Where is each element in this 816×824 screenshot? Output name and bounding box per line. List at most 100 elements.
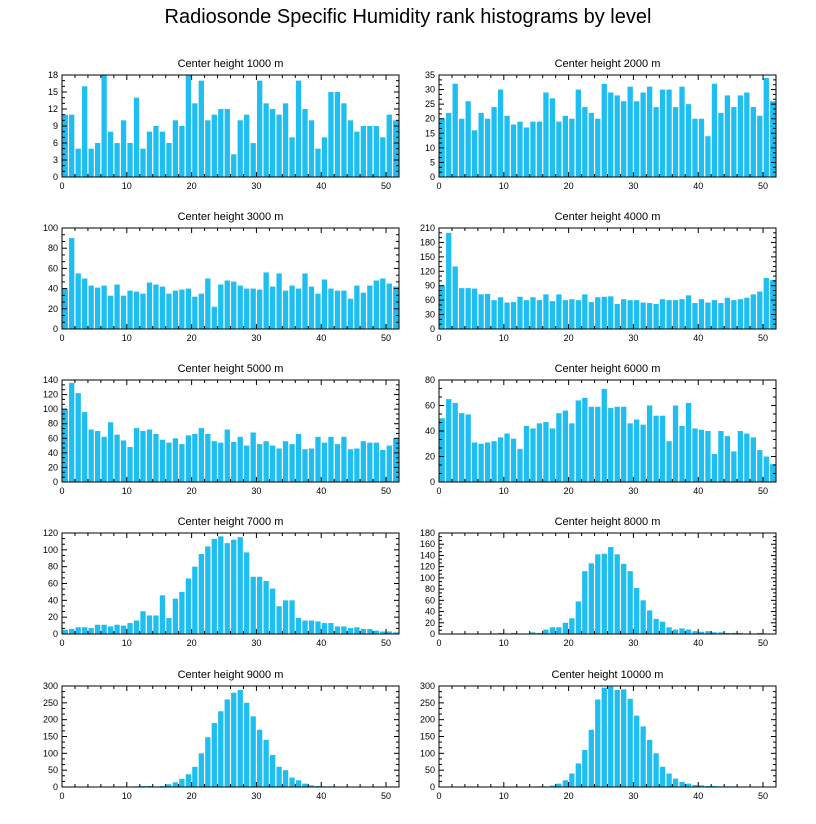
histogram-bar: [94, 624, 101, 634]
y-tick-label: 140: [420, 550, 435, 560]
histogram-bar: [530, 428, 536, 482]
histogram-bar: [601, 83, 607, 177]
y-tick-label: 60: [48, 579, 58, 589]
y-tick-label: 0: [430, 172, 435, 182]
y-tick-label: 0: [53, 324, 58, 334]
histogram-bar: [185, 435, 192, 482]
histogram-bar: [556, 413, 562, 482]
histogram-bar: [737, 431, 744, 482]
y-tick-label: 100: [420, 573, 435, 583]
histogram-bar: [705, 785, 711, 787]
y-tick-label: 0: [53, 172, 58, 182]
x-tick-label: 20: [187, 791, 197, 801]
y-tick-label: 120: [43, 528, 58, 538]
histogram-bar: [737, 632, 744, 634]
x-tick-label: 40: [316, 638, 326, 648]
histogram-bar: [523, 127, 530, 177]
histogram-bar: [321, 442, 328, 482]
histogram-bar: [653, 415, 659, 482]
histogram-bar: [282, 441, 289, 482]
histogram-bar: [308, 785, 315, 787]
x-tick-label: 10: [122, 486, 132, 496]
x-tick-label: 30: [628, 638, 638, 648]
histogram-bar: [269, 588, 276, 634]
histogram-bar: [107, 295, 114, 329]
x-tick-label: 10: [499, 486, 509, 496]
histogram-bar: [646, 303, 653, 329]
histogram-bar: [484, 293, 491, 329]
histogram-bar: [237, 436, 243, 482]
histogram-bar: [360, 628, 367, 634]
histogram-bar: [302, 273, 308, 329]
histogram-bar: [120, 440, 127, 482]
histogram-bar: [133, 291, 140, 329]
x-tick-label: 10: [499, 333, 509, 343]
x-tick-label: 50: [381, 638, 391, 648]
y-tick-label: 20: [425, 452, 435, 462]
x-tick-label: 40: [316, 486, 326, 496]
histogram-bar: [517, 448, 523, 482]
histogram-bar: [88, 285, 94, 329]
histogram-bar: [685, 783, 692, 787]
y-tick-label: 200: [43, 715, 58, 725]
histogram-bar: [737, 299, 744, 329]
histogram-bar: [731, 107, 737, 177]
histogram-bar: [582, 571, 588, 634]
histogram-bar: [101, 285, 107, 329]
histogram-bar: [608, 408, 614, 482]
histogram-bar: [640, 424, 646, 483]
histogram-bar: [360, 126, 367, 177]
y-tick-label: 90: [425, 281, 435, 291]
histogram-bar: [153, 433, 159, 482]
x-tick-label: 10: [122, 791, 132, 801]
histogram-bar: [614, 690, 620, 787]
histogram-bar: [718, 112, 724, 177]
histogram-bar: [341, 290, 347, 329]
histogram-bar: [107, 131, 114, 177]
histogram-bar: [69, 382, 75, 482]
histogram-bar: [354, 131, 360, 177]
histogram-bar: [731, 300, 737, 329]
histogram-bar: [595, 554, 601, 634]
histogram-bar: [517, 296, 523, 329]
histogram-bar: [354, 285, 360, 329]
x-tick-label: 30: [251, 791, 261, 801]
histogram-bar: [341, 626, 347, 634]
x-tick-label: 10: [122, 181, 132, 191]
histogram-bar: [88, 628, 94, 634]
histogram-bar: [698, 631, 705, 634]
histogram-bar: [263, 103, 269, 177]
histogram-bar: [185, 578, 192, 634]
histogram-bar: [315, 436, 321, 482]
x-tick-label: 0: [436, 486, 441, 496]
histogram-bar: [471, 442, 478, 482]
histogram-bar: [575, 89, 581, 177]
y-tick-label: 120: [420, 266, 435, 276]
histogram-bar: [166, 143, 172, 177]
histogram-bar: [159, 785, 166, 787]
histogram-bar: [205, 120, 211, 177]
histogram-bar: [166, 784, 172, 787]
panel-title: Center height 1000 m: [178, 58, 284, 70]
histogram-bar: [172, 290, 179, 329]
histogram-bar: [556, 783, 562, 787]
histogram-bar: [308, 286, 315, 329]
y-tick-label: 5: [430, 157, 435, 167]
histogram-bar: [159, 439, 166, 482]
histogram-bar: [659, 89, 666, 177]
histogram-bar: [94, 287, 101, 329]
histogram-bar: [172, 438, 179, 482]
x-tick-label: 40: [316, 181, 326, 191]
histogram-bar: [621, 406, 627, 482]
y-tick-label: 12: [48, 104, 58, 114]
histogram-bar: [601, 687, 607, 787]
histogram-bar: [127, 143, 133, 177]
x-tick-label: 0: [436, 638, 441, 648]
histogram-bar: [634, 587, 640, 634]
histogram-bar: [192, 566, 198, 634]
y-tick-label: 20: [425, 114, 435, 124]
y-tick-label: 60: [48, 263, 58, 273]
histogram-bar: [153, 615, 159, 634]
y-tick-label: 9: [53, 121, 58, 131]
histogram-bar: [263, 441, 269, 482]
